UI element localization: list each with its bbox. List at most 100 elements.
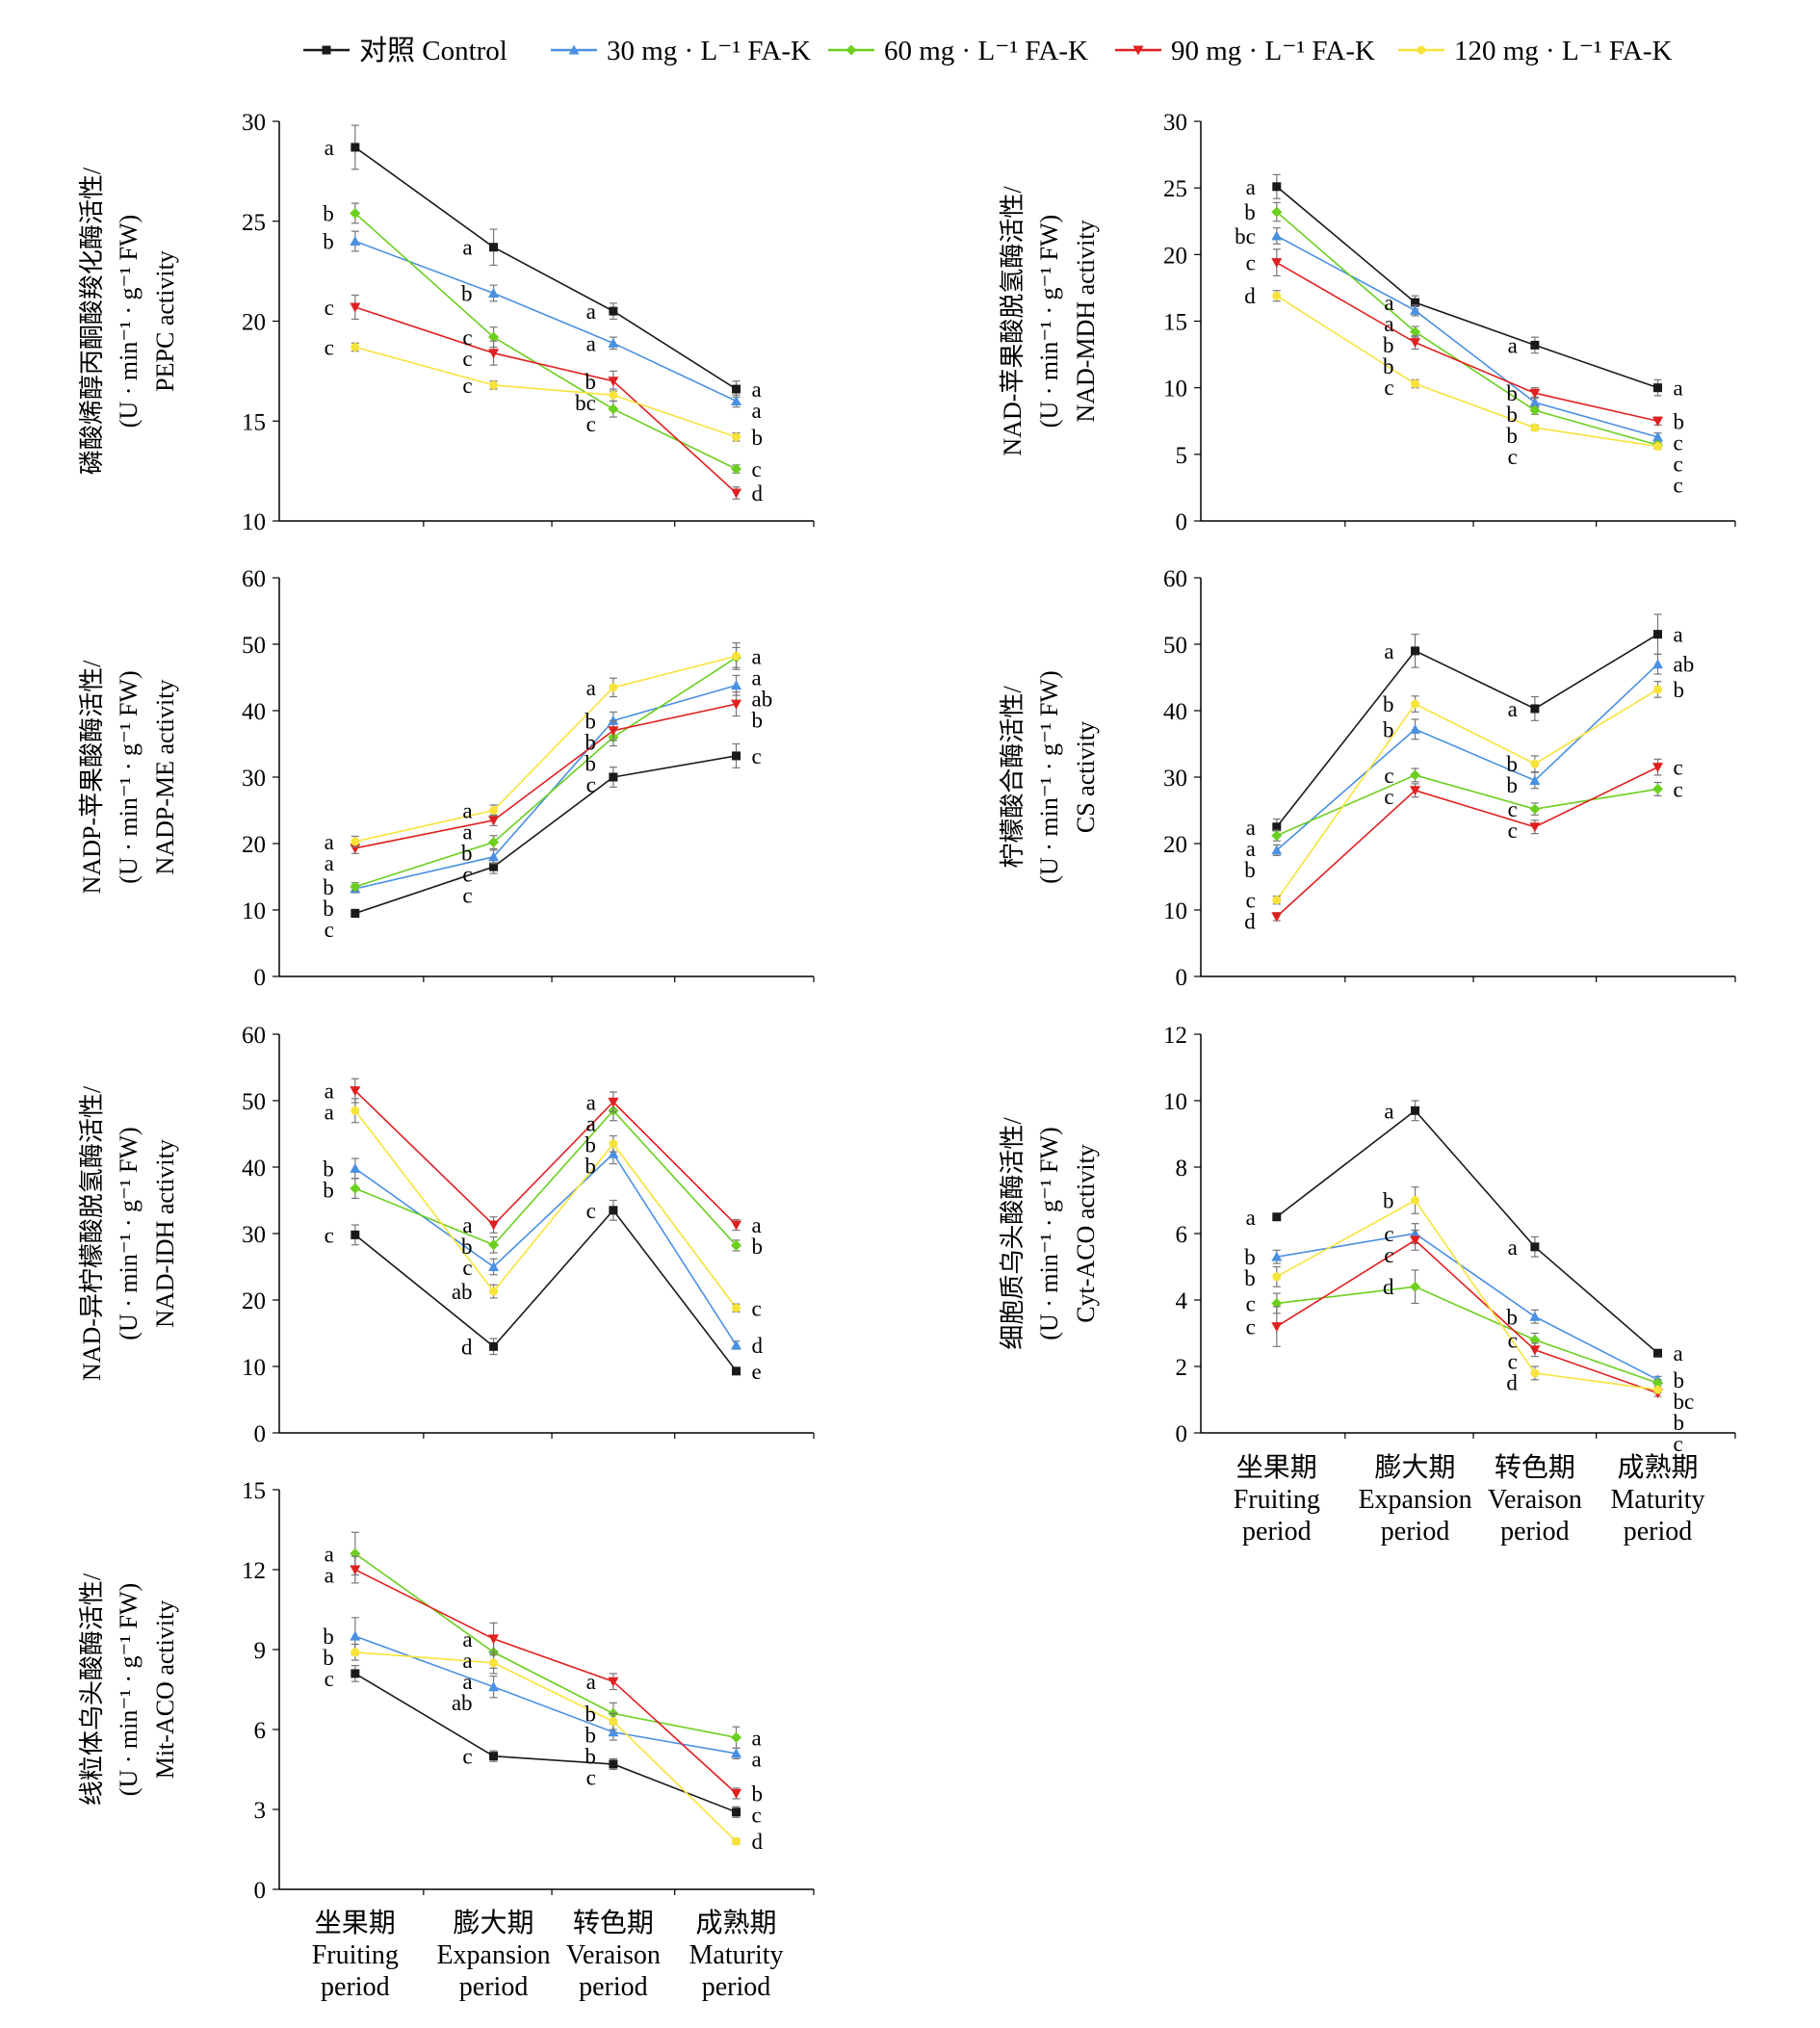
- significance-label: a: [325, 1542, 334, 1566]
- significance-label: a: [1674, 377, 1683, 401]
- y-tick-label: 10: [1163, 1089, 1187, 1115]
- significance-label: a: [586, 1670, 596, 1694]
- data-point: [488, 816, 500, 826]
- significance-label: c: [325, 296, 334, 320]
- y-axis-label: 柠檬酸合酶活性/ (U · min⁻¹ · g⁻¹ FW) CS activity: [999, 670, 1100, 883]
- series-line: [354, 1209, 738, 1372]
- significance-label: c: [462, 863, 472, 887]
- data-point: [350, 207, 361, 219]
- y-tick-label: 2: [1176, 1355, 1188, 1381]
- y-axis-label-line: NADP-ME activity: [151, 680, 179, 875]
- data-point: [1529, 774, 1541, 785]
- data-point: [488, 851, 500, 862]
- significance-label: e: [752, 1360, 762, 1384]
- series-line: [1276, 1109, 1659, 1354]
- y-tick-label: 12: [1163, 1023, 1187, 1049]
- significance-label: c: [462, 1745, 472, 1769]
- data-point: [609, 306, 618, 316]
- significance-label: b: [461, 1235, 473, 1259]
- x-label-en: Veraison: [566, 1940, 661, 1970]
- data-point: [731, 488, 742, 499]
- significance-label: a: [752, 399, 762, 423]
- data-point: [351, 342, 360, 351]
- data-point: [731, 1748, 742, 1758]
- significance-label: a: [1384, 312, 1393, 336]
- data-point: [488, 1220, 500, 1231]
- y-axis-label-line: (U · min⁻¹ · g⁻¹ FW): [1035, 1127, 1063, 1339]
- significance-label: a: [752, 377, 762, 402]
- y-axis-label-line: 线粒体乌头酸酶活性/: [78, 1573, 106, 1806]
- series: [350, 1531, 742, 1749]
- data-point: [351, 908, 360, 918]
- x-label-en: Maturity: [689, 1940, 784, 1970]
- data-point: [489, 1752, 499, 1761]
- significance-label: c: [1384, 1243, 1393, 1267]
- data-point: [1653, 383, 1663, 393]
- data-point: [350, 236, 361, 246]
- y-axis-label: 磷酸烯醇丙酮酸羧化酶活性/ (U · min⁻¹ · g⁻¹ FW) PEPC ac…: [78, 167, 179, 475]
- significance-label: ab: [452, 1691, 473, 1715]
- significance-label: a: [1508, 333, 1518, 357]
- significance-label: b: [1506, 752, 1518, 776]
- significance-label: c: [586, 772, 596, 796]
- series-line: [1276, 295, 1658, 448]
- y-tick-label: 50: [242, 1089, 266, 1115]
- significance-label: d: [752, 481, 764, 506]
- significance-label: b: [585, 1154, 596, 1178]
- legend-label: 对照 Control: [359, 35, 507, 66]
- data-point: [1272, 896, 1282, 905]
- significance-label: c: [1508, 1349, 1518, 1373]
- significance-label: a: [462, 1670, 472, 1694]
- series-line: [1276, 766, 1658, 918]
- data-point: [488, 331, 500, 343]
- significance-label: b: [585, 1744, 596, 1768]
- x-label-en: Veraison: [1488, 1485, 1582, 1515]
- data-point: [1652, 763, 1664, 773]
- y-tick-label: 0: [254, 1421, 267, 1447]
- data-point: [1272, 291, 1282, 300]
- significance-label: ab: [752, 687, 773, 711]
- series: [350, 1078, 742, 1234]
- x-label-period: period: [1381, 1517, 1450, 1547]
- data-point: [1652, 659, 1664, 669]
- y-axis-label: NAD-苹果酸脱氢酶活性/ (U · min⁻¹ · g⁻¹ FW) NAD-MDH…: [999, 186, 1100, 456]
- series-line: [354, 306, 738, 494]
- data-point: [608, 403, 619, 415]
- y-tick-label: 60: [242, 1023, 266, 1049]
- series-line: [354, 1651, 738, 1842]
- y-tick-label: 10: [1163, 898, 1187, 924]
- significance-label: b: [752, 1781, 764, 1806]
- series-line: [354, 1109, 738, 1246]
- series: [351, 1199, 741, 1376]
- series: [351, 1643, 741, 1846]
- y-axis-label-line: (U · min⁻¹ · g⁻¹ FW): [115, 1127, 143, 1339]
- series: [1271, 227, 1664, 442]
- significance-label: a: [325, 851, 334, 875]
- series: [351, 642, 741, 848]
- series: [350, 1617, 742, 1760]
- significance-label: b: [1506, 403, 1518, 427]
- y-axis-label-line: NAD-苹果酸脱氢酶活性/: [999, 186, 1027, 456]
- series: [350, 202, 742, 475]
- x-label-period: period: [1242, 1517, 1312, 1547]
- data-point: [1410, 326, 1421, 338]
- y-tick-label: 20: [242, 832, 266, 858]
- significance-label: a: [586, 676, 596, 700]
- series-line: [354, 212, 737, 470]
- chart-panel: 0 10 20 30 40 50 60 柠檬酸合酶活性/ (U · min⁻¹ · g⁻¹ FW…: [999, 566, 1736, 991]
- data-point: [1530, 1242, 1540, 1252]
- legend-item: 30 mg · L⁻¹ FA-K: [551, 36, 811, 66]
- data-point: [732, 1366, 741, 1376]
- y-tick-label: 10: [242, 509, 266, 535]
- series-line: [1276, 1199, 1658, 1391]
- significance-label: b: [323, 201, 334, 225]
- series: [350, 1555, 742, 1800]
- series-line: [354, 755, 737, 915]
- data-point: [609, 772, 618, 782]
- y-tick-label: 40: [1163, 699, 1187, 725]
- y-tick-label: 60: [242, 566, 266, 592]
- x-label-period: period: [1500, 1517, 1570, 1547]
